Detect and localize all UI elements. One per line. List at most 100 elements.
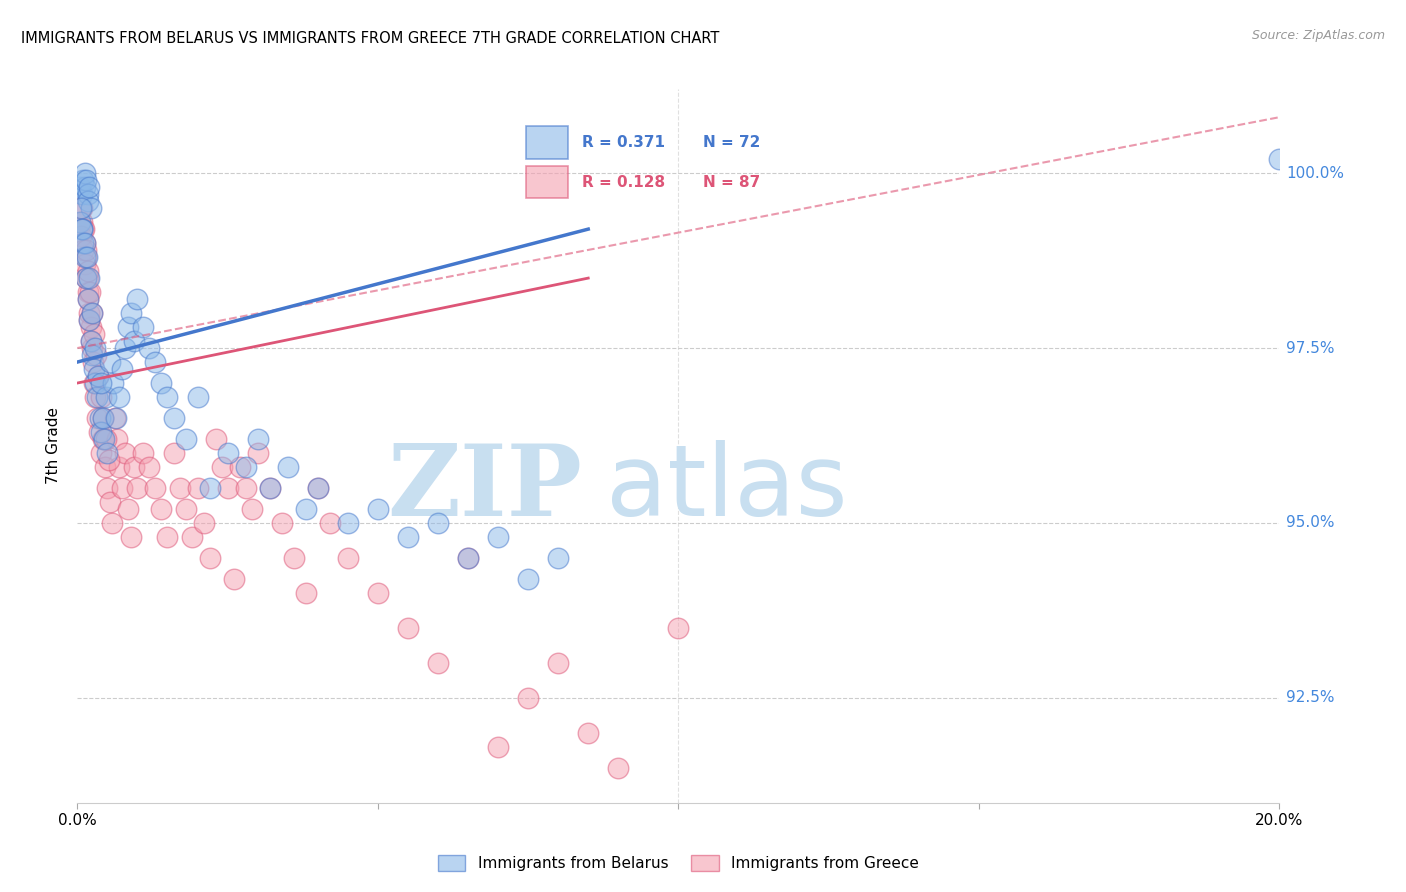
Point (193, 516, 215, 530)
Point (76, 187, 98, 202)
Point (79, 271, 101, 285)
Point (283, 550, 305, 565)
Point (73, 257, 96, 271)
Point (96, 446, 118, 460)
Point (75, 173, 97, 187)
Point (96, 390, 118, 404)
Point (111, 481, 134, 495)
Point (117, 502, 139, 516)
Point (259, 481, 281, 495)
Point (77, 292, 100, 306)
Point (84, 390, 107, 404)
Point (235, 481, 257, 495)
Point (211, 460, 233, 475)
Point (79, 285, 101, 299)
Point (576, 726, 599, 740)
Point (294, 502, 316, 516)
Text: 97.5%: 97.5% (1286, 341, 1334, 356)
Point (79, 306, 101, 320)
Point (367, 502, 389, 516)
Point (101, 516, 124, 530)
Point (486, 739, 509, 754)
Point (246, 432, 269, 446)
Point (132, 320, 155, 334)
Point (246, 446, 269, 460)
Point (75, 271, 97, 285)
Point (427, 516, 450, 530)
Text: 100.0%: 100.0% (1286, 166, 1344, 181)
Point (86, 411, 108, 425)
Point (79, 313, 101, 327)
Text: ZIP: ZIP (387, 441, 582, 537)
Point (108, 390, 131, 404)
Point (270, 516, 292, 530)
Point (427, 656, 450, 670)
Point (105, 411, 128, 425)
Y-axis label: 7th Grade: 7th Grade (46, 408, 62, 484)
Point (169, 481, 191, 495)
Point (547, 656, 569, 670)
Point (607, 761, 630, 775)
Point (89, 411, 111, 425)
Point (114, 446, 136, 460)
Point (396, 530, 419, 544)
Point (97, 453, 120, 467)
Point (91, 432, 114, 446)
Point (186, 390, 209, 404)
Text: 92.5%: 92.5% (1286, 690, 1334, 706)
Point (73, 236, 96, 251)
Point (69, 215, 91, 229)
Point (98, 495, 121, 509)
Point (127, 292, 149, 306)
Point (124, 334, 146, 348)
Point (108, 460, 131, 475)
FancyBboxPatch shape (526, 127, 568, 159)
Point (70, 229, 93, 244)
Point (76, 250, 98, 264)
Point (91, 411, 114, 425)
Point (222, 572, 245, 586)
Point (90, 446, 112, 460)
Point (69, 180, 91, 194)
Point (259, 481, 281, 495)
Point (103, 376, 125, 390)
Point (75, 243, 97, 257)
Point (457, 550, 479, 565)
Point (235, 460, 257, 475)
Point (77, 292, 100, 306)
Point (145, 355, 167, 369)
Point (668, 621, 690, 635)
Point (77, 194, 100, 208)
Point (73, 236, 96, 251)
Point (105, 432, 128, 446)
Point (307, 481, 329, 495)
Point (70, 215, 93, 229)
FancyBboxPatch shape (526, 166, 568, 198)
Point (204, 432, 226, 446)
Point (517, 572, 540, 586)
Point (82, 306, 104, 320)
Point (87, 369, 110, 384)
Point (70, 187, 93, 202)
Point (76, 271, 98, 285)
Point (84, 348, 107, 362)
Point (72, 243, 94, 257)
Point (1268, 152, 1291, 166)
Point (367, 586, 389, 600)
Point (240, 502, 263, 516)
Point (87, 369, 110, 384)
Point (86, 390, 108, 404)
Text: R = 0.128: R = 0.128 (582, 175, 665, 190)
Point (138, 341, 160, 355)
Point (90, 376, 112, 390)
Point (145, 481, 167, 495)
Point (70, 201, 93, 215)
Point (104, 411, 127, 425)
Point (79, 180, 101, 194)
Point (75, 250, 97, 264)
Point (198, 481, 221, 495)
Point (132, 446, 155, 460)
Point (75, 166, 97, 180)
Legend: Immigrants from Belarus, Immigrants from Greece: Immigrants from Belarus, Immigrants from… (432, 849, 925, 877)
Point (79, 313, 101, 327)
